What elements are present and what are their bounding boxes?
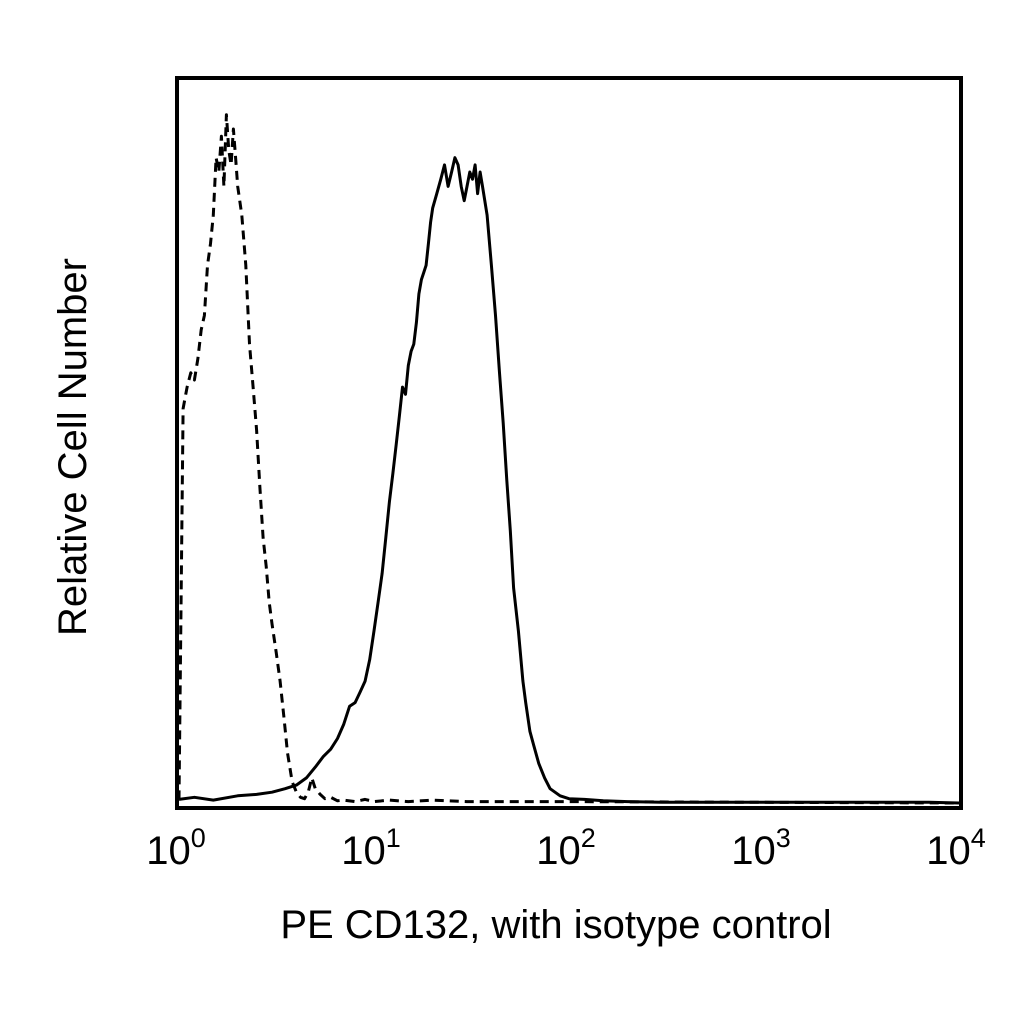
x-tick-label-0: 100: [146, 823, 206, 873]
x-tick-label-3: 103: [731, 823, 791, 873]
series-layer: [177, 113, 960, 805]
x-tick-labels: 100 101 102 103 104: [146, 823, 986, 873]
x-axis-label: PE CD132, with isotype control: [280, 903, 831, 947]
isotype-control-histogram-line: [177, 113, 960, 805]
plot-frame: [175, 76, 963, 810]
x-tick-label-2: 102: [536, 823, 596, 873]
x-tick-label-4: 104: [926, 823, 986, 873]
x-tick-label-1: 101: [341, 823, 401, 873]
pe-cd132-histogram-line: [178, 156, 960, 805]
y-axis-label: Relative Cell Number: [51, 258, 95, 636]
